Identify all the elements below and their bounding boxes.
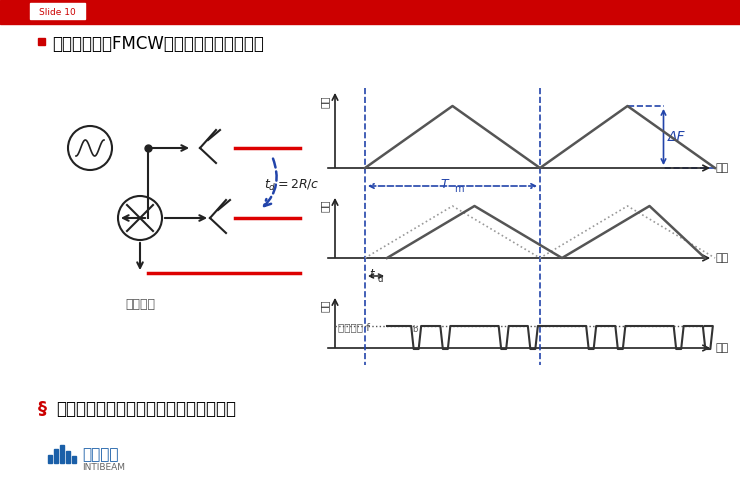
Text: T: T: [441, 179, 448, 191]
Text: 中频信号: 中频信号: [125, 298, 155, 311]
Text: 时间: 时间: [715, 253, 728, 263]
Text: 最广泛应用的FMCW调制的毫米波雷达原理: 最广泛应用的FMCW调制的毫米波雷达原理: [52, 35, 264, 53]
Text: m: m: [454, 184, 464, 194]
Text: 差拍频率 f: 差拍频率 f: [338, 322, 370, 332]
Text: 时间: 时间: [715, 163, 728, 173]
Text: §: §: [38, 400, 47, 418]
Text: 频率: 频率: [320, 200, 330, 213]
Text: ΔF: ΔF: [667, 130, 685, 144]
Text: Slide 10: Slide 10: [38, 7, 75, 17]
Text: 时间: 时间: [715, 343, 728, 353]
Text: INTIBEAM: INTIBEAM: [82, 463, 125, 471]
Bar: [0, 0, 740, 22]
Text: d: d: [377, 274, 383, 283]
FancyArrowPatch shape: [264, 159, 277, 206]
Text: 毫米波雷达的基本原理–测距: 毫米波雷达的基本原理–测距: [559, 3, 720, 23]
Text: 频率: 频率: [320, 300, 330, 312]
Text: 频率: 频率: [320, 95, 330, 108]
Bar: [38, 38, 45, 45]
Text: t: t: [369, 269, 374, 281]
Text: 智波科技: 智波科技: [82, 447, 118, 463]
Bar: [66, 451, 70, 463]
Bar: [60, 445, 64, 463]
Text: 在此基础上衍生了很多更高级的调制方式: 在此基础上衍生了很多更高级的调制方式: [56, 400, 236, 418]
Text: b: b: [412, 325, 417, 333]
Bar: [48, 455, 52, 463]
Bar: [0, 22, 740, 24]
Bar: [30, 3, 85, 19]
Bar: [72, 456, 76, 463]
Bar: [54, 449, 58, 463]
Text: $t_d=2R/c$: $t_d=2R/c$: [264, 177, 320, 192]
